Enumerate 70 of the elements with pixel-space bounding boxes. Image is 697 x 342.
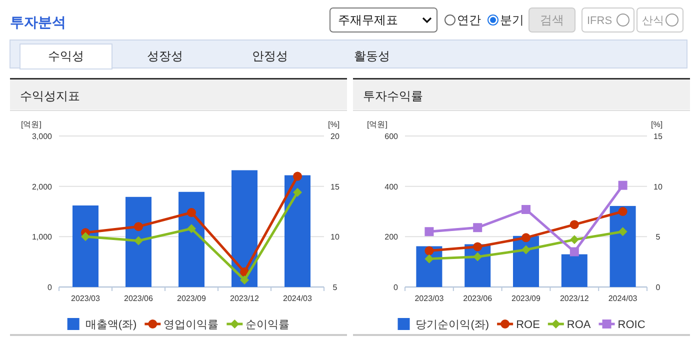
x-tick-label: 2024/03 (283, 294, 313, 303)
y-tick-label: 0 (394, 283, 399, 292)
point (187, 208, 196, 218)
point (570, 220, 579, 230)
x-tick-label: 2024/03 (608, 294, 638, 303)
point (240, 275, 249, 284)
y2-tick-label: 20 (330, 132, 340, 141)
page-controls: 투자분석 주재무제표 연간 분기 검색 IFRS 산식 수익성 성장성 안정성 활동성 (10, 8, 688, 70)
x-tick-label: 2023/09 (512, 294, 542, 303)
point (424, 246, 434, 256)
chart-title: 수익성지표 (20, 89, 80, 103)
bar (232, 170, 258, 287)
legend-label: 순이익률 (246, 319, 290, 331)
bar (284, 175, 310, 287)
x-tick-label: 2023/03 (71, 294, 101, 303)
y2-tick-label: 0 (656, 283, 661, 292)
x-tick-label: 2023/03 (414, 294, 444, 303)
legend-label: 영업이익률 (164, 319, 219, 331)
point (618, 207, 628, 216)
legend-label: ROA (566, 319, 592, 331)
point (473, 252, 482, 262)
y-tick-label: 600 (384, 132, 399, 141)
point (570, 247, 579, 256)
legend-label: 매출액(좌) (85, 319, 137, 331)
point (618, 227, 628, 236)
point (293, 188, 302, 197)
y2-tick-label: 5 (656, 232, 661, 242)
bar (72, 205, 98, 287)
point (570, 235, 579, 244)
x-tick-label: 2023/12 (230, 294, 260, 303)
bar (610, 206, 636, 287)
y2-tick-label: 5 (332, 283, 338, 292)
y2-tick-label: 15 (330, 182, 340, 192)
y2-tick-label: 10 (654, 182, 663, 192)
x-tick-label: 2023/06 (463, 294, 493, 303)
point (293, 172, 302, 181)
point (134, 236, 143, 246)
y2-tick-label: 10 (330, 232, 340, 242)
point (522, 204, 530, 214)
legend-label: 당기순이익(좌) (416, 319, 490, 331)
point (187, 224, 196, 234)
point (473, 242, 482, 252)
point (473, 223, 482, 232)
bar (178, 192, 204, 287)
bar (561, 254, 588, 287)
y-tick-label: 0 (48, 283, 53, 292)
y-tick-label: 2,000 (32, 182, 53, 192)
x-tick-label: 2023/12 (560, 294, 590, 303)
point (134, 222, 143, 232)
y-tick-label: 200 (384, 232, 399, 242)
y-axis-title: [억원] (21, 120, 42, 129)
point (424, 227, 434, 236)
y-tick-label: 1,000 (32, 232, 53, 242)
y2-axis-title: [%] (328, 120, 340, 129)
point (618, 180, 628, 190)
chart-title: 투자수익률 (363, 89, 423, 103)
y-axis-title: [억원] (367, 120, 388, 129)
y2-tick-label: 15 (654, 132, 663, 141)
point (522, 245, 530, 254)
point (81, 232, 90, 242)
y2-axis-title: [%] (651, 120, 663, 129)
y-tick-label: 3,000 (32, 132, 53, 141)
point (522, 233, 530, 242)
point (424, 254, 434, 264)
legend-label: ROIC (618, 319, 646, 331)
x-tick-label: 2023/06 (124, 294, 154, 303)
x-tick-label: 2023/09 (177, 294, 207, 303)
legend-label: ROE (516, 319, 540, 331)
bar (126, 196, 152, 287)
y-tick-label: 400 (384, 182, 399, 192)
